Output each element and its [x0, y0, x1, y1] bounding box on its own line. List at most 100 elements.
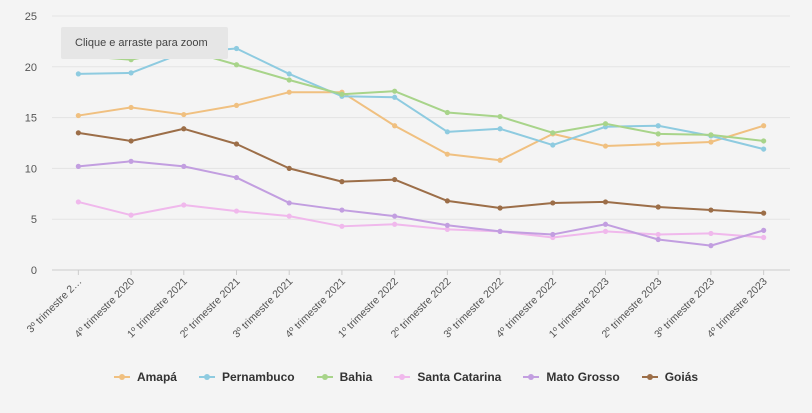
- data-point-santa-catarina: [761, 234, 767, 241]
- x-tick-label: 3º trimestre 2…: [25, 276, 85, 336]
- y-tick-label: 25: [25, 11, 37, 23]
- y-tick-label: 5: [31, 214, 37, 226]
- data-point-mato-grosso: [602, 221, 609, 227]
- data-point-goias: [339, 179, 345, 185]
- data-point-mato-grosso: [392, 213, 398, 219]
- data-point-bahia: [286, 77, 292, 83]
- data-point-amapa: [497, 157, 503, 163]
- data-point-santa-catarina: [286, 213, 292, 219]
- legend-marker-icon: [523, 372, 540, 382]
- data-point-pernambuco: [550, 142, 556, 148]
- data-point-bahia: [655, 131, 661, 137]
- data-point-goias: [708, 207, 714, 213]
- data-point-bahia: [602, 121, 609, 127]
- legend-item[interactable]: Amapá: [113, 370, 177, 384]
- y-tick-label: 10: [25, 163, 37, 175]
- data-point-pernambuco: [444, 129, 450, 135]
- data-point-bahia: [339, 91, 345, 97]
- legend-marker-icon: [394, 372, 411, 382]
- data-point-pernambuco: [75, 71, 81, 77]
- data-point-santa-catarina: [655, 231, 661, 238]
- data-point-mato-grosso: [708, 243, 714, 249]
- series-line-goias: [78, 127, 764, 215]
- data-point-goias: [392, 176, 398, 183]
- data-point-goias: [550, 200, 556, 206]
- data-point-mato-grosso: [550, 231, 556, 238]
- data-point-santa-catarina: [75, 199, 81, 205]
- legend-item[interactable]: Santa Catarina: [394, 370, 501, 384]
- y-tick-label: 20: [25, 62, 37, 74]
- y-tick-label: 15: [25, 113, 37, 125]
- data-point-amapa: [392, 123, 398, 129]
- data-point-bahia: [233, 62, 240, 68]
- data-point-mato-grosso: [286, 200, 292, 206]
- data-point-amapa: [444, 151, 450, 157]
- data-point-amapa: [128, 104, 134, 111]
- series-line-mato-grosso: [78, 160, 764, 247]
- data-point-pernambuco: [655, 123, 661, 129]
- data-point-goias: [286, 165, 292, 171]
- legend-label: Goiás: [664, 370, 699, 384]
- data-point-pernambuco: [286, 71, 292, 77]
- data-point-pernambuco: [497, 126, 503, 132]
- data-point-santa-catarina: [708, 230, 714, 237]
- data-point-amapa: [286, 89, 292, 95]
- legend-label: Santa Catarina: [417, 370, 502, 384]
- data-point-amapa: [655, 141, 661, 147]
- legend-item[interactable]: Mato Grosso: [523, 370, 620, 384]
- data-point-santa-catarina: [392, 221, 398, 227]
- data-point-santa-catarina: [181, 202, 187, 208]
- data-point-amapa: [708, 139, 714, 145]
- data-point-goias: [233, 141, 240, 147]
- data-point-santa-catarina: [339, 223, 345, 229]
- legend-item[interactable]: Bahia: [316, 370, 372, 384]
- data-point-mato-grosso: [761, 227, 767, 233]
- legend-marker-icon: [316, 372, 333, 382]
- data-point-amapa: [75, 112, 81, 119]
- data-point-bahia: [392, 88, 398, 94]
- data-point-santa-catarina: [128, 212, 134, 218]
- series-line-santa-catarina: [78, 200, 764, 239]
- data-point-amapa: [233, 102, 240, 109]
- data-point-amapa: [761, 123, 767, 129]
- legend-marker-icon: [113, 372, 130, 382]
- legend: Amapá Pernambuco Bahia Santa Catarina Mato G…: [0, 368, 812, 386]
- data-point-mato-grosso: [181, 163, 187, 169]
- data-point-mato-grosso: [128, 158, 134, 164]
- y-tick-label: 0: [31, 265, 37, 277]
- data-point-mato-grosso: [444, 222, 450, 228]
- data-point-amapa: [602, 143, 609, 149]
- legend-item[interactable]: Pernambuco: [198, 370, 295, 384]
- data-point-mato-grosso: [75, 163, 81, 169]
- data-point-bahia: [708, 132, 714, 138]
- data-point-pernambuco: [128, 70, 134, 76]
- data-point-goias: [602, 199, 609, 205]
- data-point-goias: [181, 126, 187, 132]
- data-point-santa-catarina: [444, 226, 450, 232]
- data-point-goias: [128, 138, 134, 144]
- legend-label: Mato Grosso: [546, 370, 620, 384]
- data-point-pernambuco: [761, 146, 767, 152]
- data-point-pernambuco: [233, 45, 240, 52]
- data-point-goias: [761, 210, 767, 216]
- data-point-bahia: [497, 113, 503, 120]
- data-point-santa-catarina: [233, 208, 240, 214]
- data-point-amapa: [181, 111, 187, 118]
- data-point-bahia: [444, 109, 450, 116]
- data-point-santa-catarina: [602, 228, 609, 234]
- data-point-mato-grosso: [655, 236, 661, 243]
- legend-marker-icon: [198, 372, 215, 382]
- data-point-mato-grosso: [233, 174, 240, 181]
- data-point-goias: [497, 205, 503, 211]
- series-line-amapa: [78, 91, 764, 162]
- data-point-mato-grosso: [497, 228, 503, 234]
- data-point-bahia: [550, 130, 556, 136]
- legend-marker-icon: [641, 372, 658, 382]
- legend-item[interactable]: Goiás: [641, 370, 699, 384]
- legend-label: Amapá: [136, 370, 177, 384]
- zoom-hint: Clique e arraste para zoom: [61, 27, 228, 59]
- data-point-goias: [75, 130, 81, 136]
- data-point-bahia: [761, 138, 767, 144]
- data-point-pernambuco: [392, 94, 398, 100]
